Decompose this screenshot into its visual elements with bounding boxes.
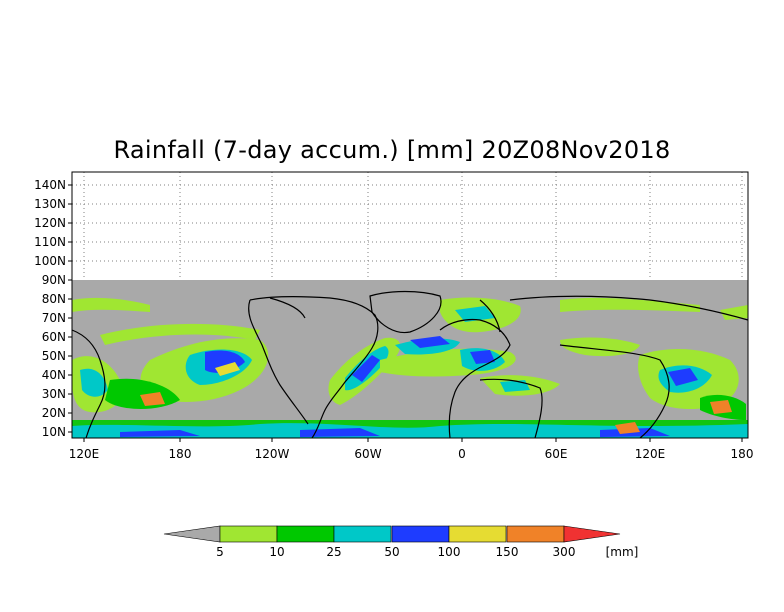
y-tick-label: 70N <box>42 311 66 325</box>
y-tick-label: 40N <box>42 368 66 382</box>
legend-label: 300 <box>553 545 576 559</box>
legend-label: 5 <box>216 545 224 559</box>
plot-area <box>71 171 749 439</box>
gridlines <box>72 172 748 280</box>
legend-swatch <box>448 525 507 543</box>
color-legend: 5 10 25 50 100 150 300 [mm] <box>163 525 639 559</box>
x-tick-label: 60W <box>354 447 381 461</box>
legend-label: 50 <box>384 545 399 559</box>
x-axis: 120E 180 120W 60W 0 60E 120E 180 <box>69 438 754 461</box>
plot-frame <box>71 171 749 439</box>
y-tick-label: 10N <box>42 425 66 439</box>
legend-unit: [mm] <box>606 545 639 559</box>
precipitation-field <box>72 297 748 438</box>
x-tick-label: 120E <box>69 447 100 461</box>
y-tick-label: 110N <box>34 235 66 249</box>
x-tick-label: 180 <box>731 447 754 461</box>
legend-swatch <box>333 525 392 543</box>
legend-swatch <box>276 525 335 543</box>
x-tick-label: 0 <box>458 447 466 461</box>
y-tick-label: 20N <box>42 406 66 420</box>
y-tick-label: 90N <box>42 273 66 287</box>
y-tick-label: 30N <box>42 387 66 401</box>
y-tick-label: 130N <box>34 197 66 211</box>
legend-arrow-low <box>163 525 221 543</box>
legend-swatch <box>391 525 450 543</box>
y-tick-label: 120N <box>34 216 66 230</box>
x-tick-label: 120E <box>635 447 666 461</box>
map-title: Rainfall (7-day accum.) [mm] 20Z08Nov201… <box>113 136 671 164</box>
legend-swatch <box>506 525 565 543</box>
legend-label: 100 <box>438 545 461 559</box>
coastlines <box>71 290 749 439</box>
legend-label: 150 <box>496 545 519 559</box>
x-tick-label: 120W <box>255 447 290 461</box>
legend-label: 25 <box>326 545 341 559</box>
legend-swatch <box>219 525 278 543</box>
x-tick-label: 180 <box>169 447 192 461</box>
y-tick-label: 100N <box>34 254 66 268</box>
y-tick-label: 80N <box>42 292 66 306</box>
legend-label: 10 <box>269 545 284 559</box>
y-tick-label: 140N <box>34 178 66 192</box>
x-tick-label: 60E <box>545 447 568 461</box>
legend-arrow-high <box>563 525 621 543</box>
y-tick-label: 60N <box>42 330 66 344</box>
y-axis: 140N 130N 120N 110N 100N 90N 80N 70N 60N 50N 40N 30… <box>34 178 72 439</box>
y-tick-label: 50N <box>42 349 66 363</box>
